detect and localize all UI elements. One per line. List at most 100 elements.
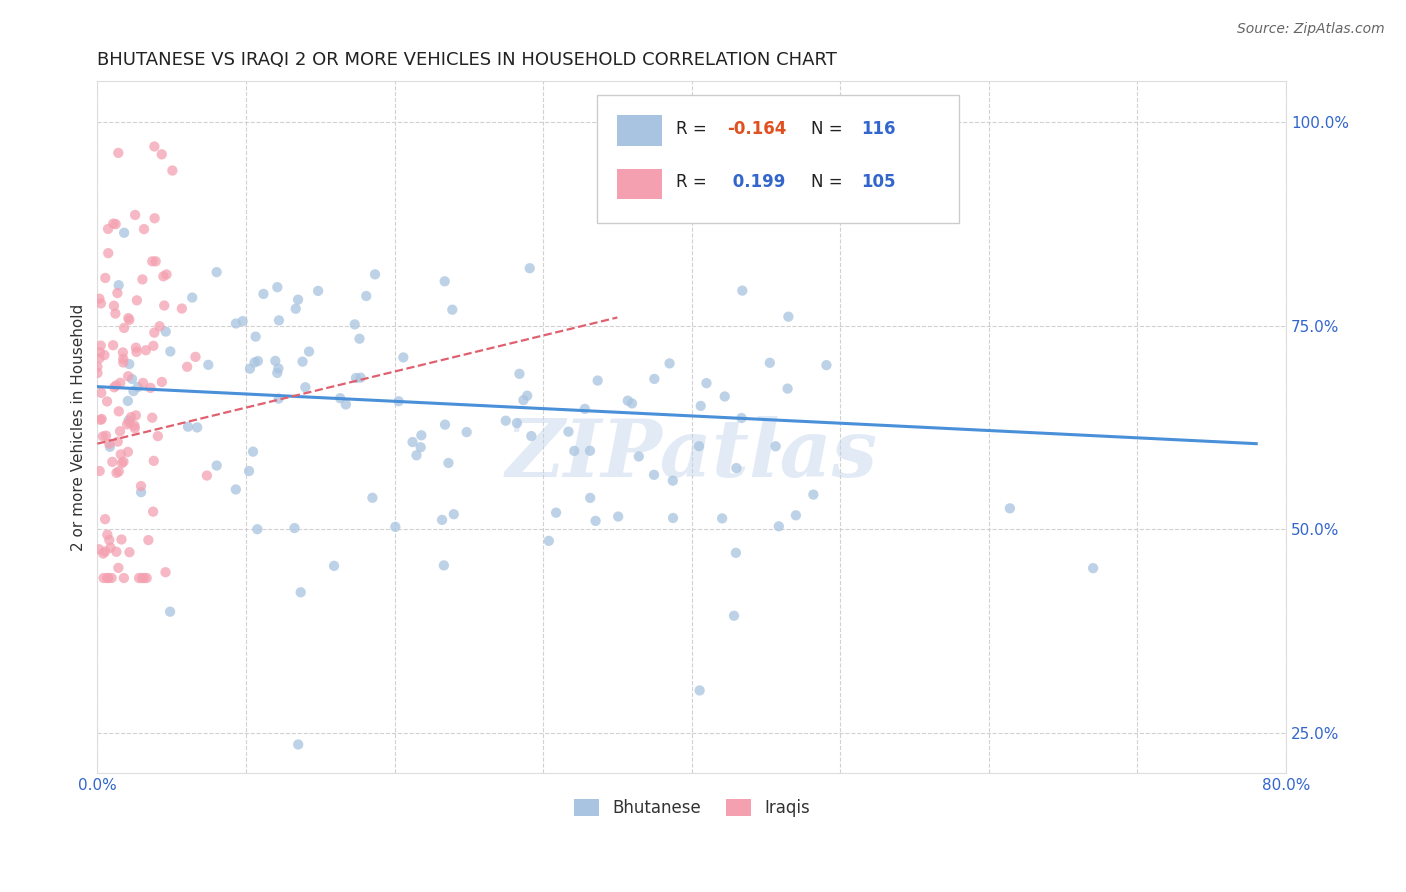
Point xyxy=(107,465,129,479)
Point xyxy=(731,284,754,298)
Point xyxy=(96,571,118,585)
Point xyxy=(725,461,748,475)
Point xyxy=(711,511,734,525)
Point xyxy=(298,344,321,359)
Point xyxy=(177,419,200,434)
Point xyxy=(107,145,129,160)
Point xyxy=(132,571,155,585)
Point xyxy=(117,393,139,408)
Point xyxy=(110,376,132,390)
Point xyxy=(662,474,685,488)
Point xyxy=(778,310,800,324)
Point xyxy=(205,458,228,473)
Text: R =: R = xyxy=(676,173,713,191)
Point xyxy=(118,545,141,559)
Point xyxy=(125,344,148,359)
Point xyxy=(90,412,112,426)
Point xyxy=(516,389,538,403)
Point xyxy=(768,519,790,533)
Point xyxy=(266,366,288,380)
Point xyxy=(96,394,118,409)
Point xyxy=(162,163,184,178)
Legend: Bhutanese, Iraqis: Bhutanese, Iraqis xyxy=(567,792,817,824)
FancyBboxPatch shape xyxy=(617,115,662,145)
Point xyxy=(586,374,609,388)
Point xyxy=(456,425,478,439)
Point xyxy=(239,361,262,376)
Point xyxy=(118,357,141,371)
Point xyxy=(184,350,207,364)
Text: N =: N = xyxy=(810,120,848,138)
Point xyxy=(197,358,219,372)
Text: 105: 105 xyxy=(862,173,896,191)
Point xyxy=(89,351,111,366)
Point xyxy=(803,487,825,501)
Point xyxy=(89,413,111,427)
Point xyxy=(433,558,456,573)
Point xyxy=(585,514,607,528)
Point xyxy=(124,208,146,222)
Point xyxy=(111,345,134,359)
Point xyxy=(225,483,247,497)
FancyBboxPatch shape xyxy=(596,95,959,223)
Point xyxy=(86,366,108,380)
Point xyxy=(170,301,193,316)
Point xyxy=(283,521,305,535)
Point xyxy=(267,313,290,327)
Point xyxy=(349,332,371,346)
Point xyxy=(110,533,132,547)
Point xyxy=(155,325,177,339)
Point xyxy=(392,351,415,365)
Point xyxy=(287,293,309,307)
Point xyxy=(495,414,517,428)
Point xyxy=(430,513,453,527)
Point xyxy=(519,261,541,276)
Point xyxy=(252,287,274,301)
Point xyxy=(104,307,127,321)
Point xyxy=(131,571,153,585)
Point xyxy=(155,268,177,282)
Text: Source: ZipAtlas.com: Source: ZipAtlas.com xyxy=(1237,22,1385,37)
Point xyxy=(90,296,112,310)
Point xyxy=(335,397,357,411)
Point xyxy=(409,440,432,454)
Point xyxy=(87,542,110,557)
Point xyxy=(776,382,799,396)
Point xyxy=(506,416,529,430)
Point xyxy=(91,429,114,443)
Point xyxy=(98,533,121,547)
Point xyxy=(107,434,129,449)
Point xyxy=(142,505,165,519)
Point xyxy=(112,226,135,240)
Point xyxy=(103,380,125,394)
Point xyxy=(135,571,157,585)
Point xyxy=(121,372,143,386)
Text: 116: 116 xyxy=(862,120,896,138)
Point xyxy=(349,370,371,384)
Point xyxy=(94,544,117,558)
Point xyxy=(574,401,596,416)
Y-axis label: 2 or more Vehicles in Household: 2 or more Vehicles in Household xyxy=(72,304,86,551)
Point xyxy=(689,683,711,698)
Point xyxy=(443,507,465,521)
Point xyxy=(246,522,269,536)
Point xyxy=(125,409,148,423)
Point xyxy=(112,355,135,369)
Point xyxy=(290,585,312,599)
Point xyxy=(143,211,166,226)
Point xyxy=(110,447,132,461)
Point xyxy=(152,269,174,284)
Point xyxy=(267,361,290,376)
Point xyxy=(97,571,120,585)
Point xyxy=(433,274,456,288)
Text: 0.199: 0.199 xyxy=(727,173,786,191)
Point xyxy=(246,354,269,368)
Text: N =: N = xyxy=(810,173,848,191)
Point xyxy=(124,421,146,435)
Point xyxy=(291,354,314,368)
Point xyxy=(107,286,129,301)
Point xyxy=(264,354,287,368)
Point xyxy=(125,341,148,355)
Point xyxy=(138,533,160,547)
Point xyxy=(96,527,118,541)
